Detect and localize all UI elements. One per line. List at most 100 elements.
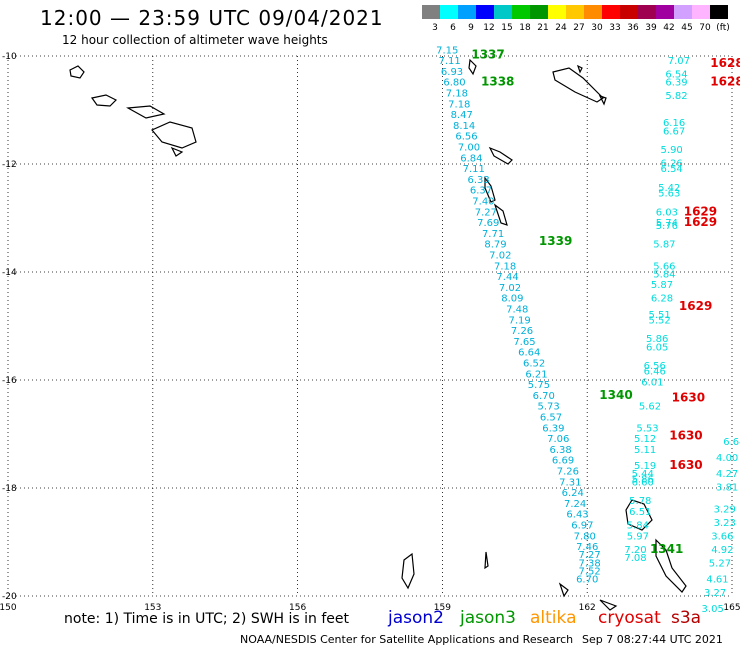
pass-label: 1630 <box>672 391 705 405</box>
wave-height-value: 6.54 <box>661 164 683 175</box>
wave-height-value: 6.33 <box>467 175 489 186</box>
longitude-label: 150 <box>0 603 17 613</box>
wave-height-value: 4.00 <box>716 453 738 464</box>
wave-height-value: 7.26 <box>511 326 533 337</box>
wave-height-value: 7.24 <box>564 499 586 510</box>
wave-height-value: 6.03 <box>656 207 678 218</box>
pass-label: 1338 <box>481 75 514 89</box>
wave-height-value: 7.20 <box>624 545 646 556</box>
longitude-label: 156 <box>289 603 306 613</box>
wave-height-value: 8.09 <box>501 294 523 305</box>
wave-height-value: 7.65 <box>513 337 535 348</box>
wave-height-value: 7.18 <box>448 99 470 110</box>
pass-label: 1628 <box>710 56 740 70</box>
generated-timestamp: Sep 7 08:27:44 UTC 2021 <box>582 633 723 646</box>
legend-label: 27 <box>573 23 585 33</box>
wave-height-value: 6.60 <box>632 477 654 488</box>
legend-swatch <box>476 5 494 19</box>
wave-height-value: 5.62 <box>639 402 661 413</box>
wave-height-value: 7.26 <box>557 467 579 478</box>
legend-swatch <box>530 5 548 19</box>
legend-label: 12 <box>483 23 495 33</box>
legend-label: 45 <box>681 23 693 33</box>
satellite-name: jason3 <box>460 608 516 628</box>
wave-height-value: 3.23 <box>714 518 736 529</box>
wave-height-value: 4.61 <box>706 575 728 586</box>
legend-swatch <box>566 5 584 19</box>
longitude-label: 153 <box>144 603 161 613</box>
wave-height-value: 7.02 <box>489 251 511 262</box>
wave-height-value: 6.39 <box>665 78 687 89</box>
legend-label: 24 <box>555 23 567 33</box>
wave-height-value: 5.66 <box>653 261 675 272</box>
legend-label: 33 <box>609 23 621 33</box>
wave-height-value: 3.66 <box>711 531 733 542</box>
legend-label: 30 <box>591 23 603 33</box>
legend-swatch <box>548 5 566 19</box>
wave-height-value: 6.64 <box>723 437 740 448</box>
wave-height-value: 5.76 <box>656 221 678 232</box>
wave-height-value: 5.63 <box>658 188 680 199</box>
satellite-name: cryosat <box>598 608 661 628</box>
legend-label: 70 <box>699 23 711 33</box>
wave-height-value: 6.69 <box>552 456 574 467</box>
wave-height-value: 6.05 <box>646 342 668 353</box>
coastline <box>484 176 496 203</box>
legend-label: 15 <box>501 23 513 33</box>
wave-height-value: 5.78 <box>629 496 651 507</box>
wave-height-value: 5.42 <box>658 183 680 194</box>
footer-note: note: 1) Time is in UTC; 2) SWH is in fe… <box>64 611 350 627</box>
wave-height-value: 6.64 <box>518 348 540 359</box>
legend-swatch <box>638 5 656 19</box>
wave-height-value: 8.47 <box>451 110 473 121</box>
legend-label: 42 <box>663 23 675 33</box>
pass-label: 1340 <box>599 388 632 402</box>
legend-swatch <box>584 5 602 19</box>
coastline <box>90 94 118 107</box>
wave-height-value: 6.70 <box>533 391 555 402</box>
legend-label: 3 <box>432 23 438 33</box>
coastline <box>488 146 513 165</box>
wave-height-value: 5.52 <box>648 315 670 326</box>
wave-height-value: 7.40 <box>472 197 494 208</box>
wave-height-value: 3.27 <box>704 588 726 599</box>
coastline <box>576 64 583 74</box>
pass-label: 1629 <box>684 215 717 229</box>
wave-height-value: 7.38 <box>578 558 600 569</box>
wave-height-value: 6.52 <box>523 359 545 370</box>
wave-height-value: 7.27 <box>475 207 497 218</box>
wave-height-value: 7.15 <box>436 45 458 56</box>
coastline <box>552 67 604 103</box>
legend-swatch <box>656 5 674 19</box>
latitude-label: -16 <box>2 376 17 386</box>
coastline <box>401 552 415 590</box>
pass-label: 1629 <box>679 299 712 313</box>
wave-height-value: 8.79 <box>484 240 506 251</box>
latitude-label: -18 <box>2 484 17 494</box>
wave-height-value: 6.46 <box>644 367 666 378</box>
wave-height-value: 5.53 <box>636 423 658 434</box>
wave-height-value: 3.05 <box>702 604 724 615</box>
legend-swatch <box>710 5 728 19</box>
wave-height-value: 5.87 <box>651 280 673 291</box>
coastline <box>484 551 489 570</box>
graticule-layer: 150 153 156 159 162 165 -10 -12 -14 -16 -18 -20 <box>0 52 740 613</box>
legend-swatch <box>602 5 620 19</box>
wave-height-value: 6.93 <box>441 67 463 78</box>
coastline <box>151 121 197 149</box>
wave-height-value: 5.12 <box>634 434 656 445</box>
coastline <box>599 599 618 611</box>
coastline <box>69 65 85 79</box>
legend-label: 39 <box>645 23 657 33</box>
pass-label-layer: 1337133813391340134116281628162916291629… <box>471 48 740 556</box>
coastline <box>625 499 653 531</box>
wave-height-value: 5.75 <box>528 380 550 391</box>
wave-height-value: 7.44 <box>496 272 518 283</box>
latitude-label: -12 <box>2 160 17 170</box>
longitude-label: 159 <box>434 603 451 613</box>
legend-swatch <box>512 5 530 19</box>
wave-height-value: 5.19 <box>634 461 656 472</box>
satellite-name: s3a <box>671 608 702 628</box>
wave-height-value: 4.92 <box>711 545 733 556</box>
wave-height-value: 6.57 <box>540 413 562 424</box>
